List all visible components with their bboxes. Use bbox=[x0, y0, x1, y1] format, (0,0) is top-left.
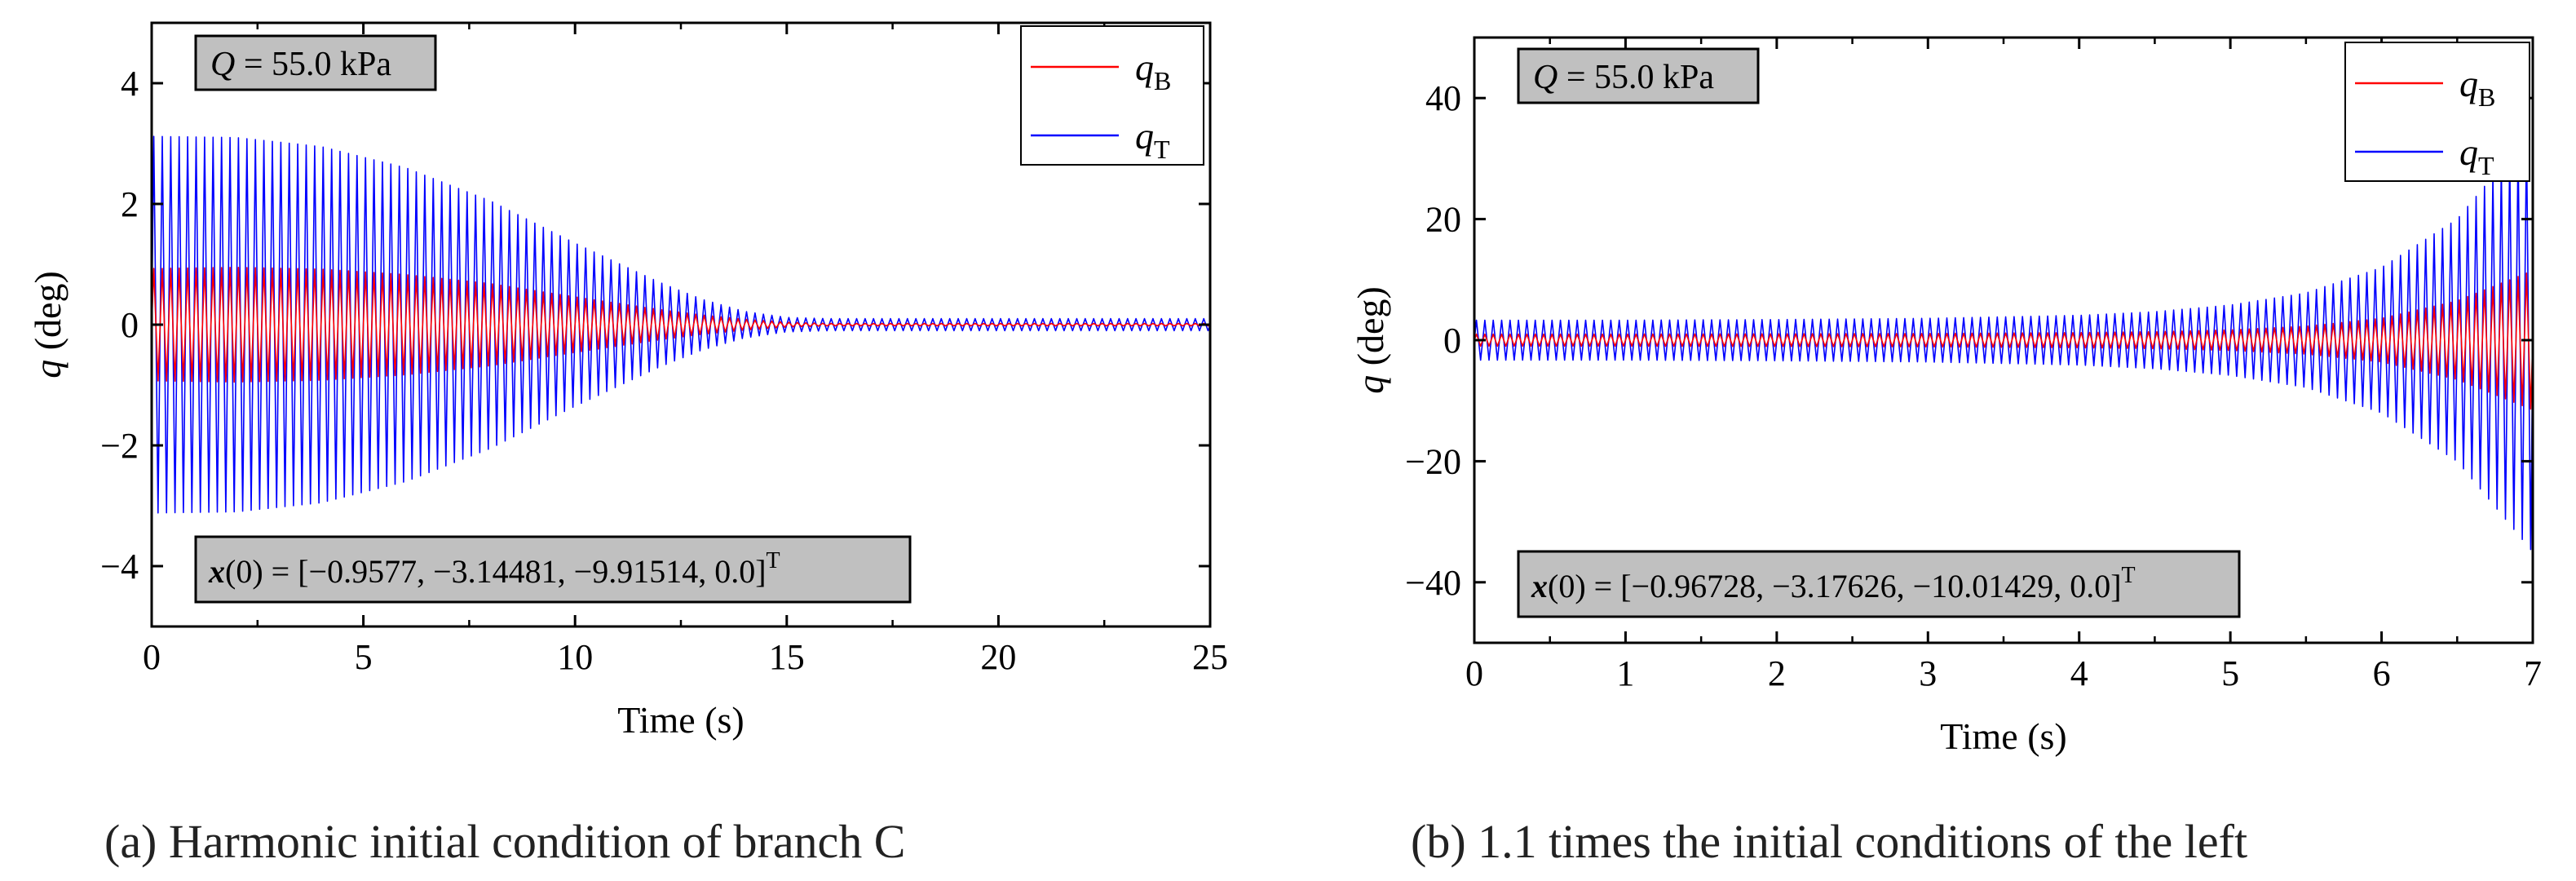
y-tick-label: 20 bbox=[1425, 200, 1461, 240]
legend-label-qt: qT bbox=[2459, 131, 2494, 180]
initial-condition-box bbox=[1517, 550, 2241, 618]
initial-condition-values: (0) = [−0.96728, −3.17626, −10.01429, 0.… bbox=[1548, 568, 2122, 604]
legend-subscript: T bbox=[2478, 151, 2494, 180]
x-tick-label: 25 bbox=[1192, 637, 1228, 677]
legend-symbol: q bbox=[2459, 63, 2478, 104]
load-value: = 55.0 kPa bbox=[235, 46, 391, 83]
x-tick-label: 2 bbox=[1768, 653, 1786, 693]
caption-b: (b) 1.1 times the initial conditions of … bbox=[1411, 815, 2248, 868]
y-tick-label: −40 bbox=[1405, 563, 1461, 603]
y-axis-label-symbol: q bbox=[1350, 375, 1391, 394]
legend-symbol: q bbox=[1135, 46, 1154, 88]
y-tick-label: 0 bbox=[1443, 321, 1461, 361]
chart-panel-b: 0 1 2 3 4 5 6 7 −40 −20 0 20 40 Time (s) q (deg) Q = 55… bbox=[1350, 36, 2542, 757]
y-tick-label: 4 bbox=[121, 64, 139, 104]
y-axis-label: q (deg) bbox=[27, 271, 68, 379]
x-tick-label: 7 bbox=[2524, 653, 2542, 693]
x-tick-label: 0 bbox=[1465, 653, 1483, 693]
x-tick-label: 1 bbox=[1616, 653, 1634, 693]
transpose-superscript: T bbox=[2122, 563, 2136, 588]
series-line-qb bbox=[1474, 272, 2533, 410]
x-tick-label: 3 bbox=[1919, 653, 1937, 693]
x-tick-label: 10 bbox=[557, 637, 593, 677]
x-tick-label: 5 bbox=[355, 637, 373, 677]
legend-label-qt: qT bbox=[1135, 115, 1170, 164]
y-axis-label-unit: (deg) bbox=[1350, 286, 1391, 375]
x-tick-label: 20 bbox=[980, 637, 1016, 677]
plot-area bbox=[1474, 135, 2533, 551]
legend-box bbox=[1020, 25, 1204, 166]
legend-subscript: B bbox=[2478, 82, 2495, 112]
x-axis-label: Time (s) bbox=[1940, 715, 2067, 757]
y-tick-label: −4 bbox=[100, 547, 139, 587]
state-vector-symbol: x bbox=[208, 553, 225, 590]
x-tick-label: 0 bbox=[143, 637, 161, 677]
x-tick-label: 6 bbox=[2373, 653, 2391, 693]
initial-condition-text: x(0) = [−0.96728, −3.17626, −10.01429, 0… bbox=[1531, 563, 2136, 604]
y-tick-label: 2 bbox=[121, 184, 139, 224]
y-axis-label-unit: (deg) bbox=[27, 271, 68, 360]
chart-panel-a: 0 5 10 15 20 25 −4 −2 0 2 4 Time (s) q (deg) Q = 55.0… bbox=[27, 21, 1228, 741]
series-line-qb bbox=[152, 266, 1210, 383]
load-annotation-box bbox=[194, 34, 437, 91]
load-annotation-box bbox=[1517, 47, 1760, 104]
load-annotation-text: Q = 55.0 kPa bbox=[1533, 59, 1714, 96]
legend-label-qb: qB bbox=[2459, 63, 2495, 112]
initial-condition-values: (0) = [−0.9577, −3.14481, −9.91514, 0.0] bbox=[225, 553, 767, 590]
y-tick-label: −2 bbox=[100, 426, 139, 466]
x-tick-label: 4 bbox=[2070, 653, 2088, 693]
legend-box bbox=[2344, 42, 2530, 182]
x-axis-label: Time (s) bbox=[617, 699, 745, 741]
legend-subscript: B bbox=[1154, 66, 1171, 95]
plot-area bbox=[152, 135, 1210, 514]
x-tick-label: 5 bbox=[2221, 653, 2239, 693]
x-tick-label: 15 bbox=[769, 637, 805, 677]
y-tick-label: 0 bbox=[121, 305, 139, 345]
initial-condition-box bbox=[194, 535, 912, 604]
legend-subscript: T bbox=[1154, 135, 1170, 164]
y-tick-label: −20 bbox=[1405, 441, 1461, 481]
legend-symbol: q bbox=[2459, 131, 2478, 173]
load-symbol: Q bbox=[1533, 59, 1558, 96]
state-vector-symbol: x bbox=[1531, 568, 1548, 604]
legend-label-qb: qB bbox=[1135, 46, 1171, 95]
transpose-superscript: T bbox=[767, 548, 780, 573]
y-axis-label: q (deg) bbox=[1350, 286, 1391, 394]
load-annotation-text: Q = 55.0 kPa bbox=[210, 46, 391, 83]
y-axis-label-symbol: q bbox=[27, 360, 68, 379]
legend-symbol: q bbox=[1135, 115, 1154, 157]
load-value: = 55.0 kPa bbox=[1558, 59, 1714, 96]
y-tick-label: 40 bbox=[1425, 78, 1461, 118]
load-symbol: Q bbox=[210, 46, 235, 83]
initial-condition-text: x(0) = [−0.9577, −3.14481, −9.91514, 0.0… bbox=[208, 548, 780, 590]
caption-a: (a) Harmonic initial condition of branch… bbox=[104, 815, 906, 868]
